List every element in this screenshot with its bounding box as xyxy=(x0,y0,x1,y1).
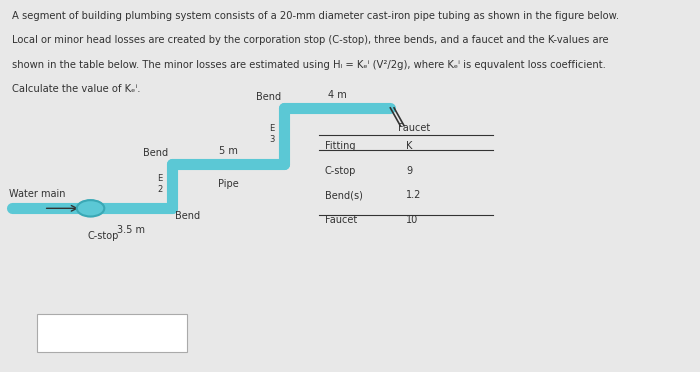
Circle shape xyxy=(77,200,104,217)
Text: Faucet: Faucet xyxy=(325,215,357,225)
Text: C-stop: C-stop xyxy=(325,166,356,176)
Text: Faucet: Faucet xyxy=(398,123,430,133)
Text: 10: 10 xyxy=(406,215,418,225)
Text: Water main: Water main xyxy=(9,189,66,199)
Text: Fitting: Fitting xyxy=(325,141,356,151)
Text: Bend: Bend xyxy=(175,211,200,221)
Text: Pipe: Pipe xyxy=(218,179,238,189)
Text: Bend: Bend xyxy=(144,148,169,158)
Text: K: K xyxy=(406,141,412,151)
Text: 9: 9 xyxy=(406,166,412,176)
Text: 5 m: 5 m xyxy=(218,146,237,156)
Text: 4 m: 4 m xyxy=(328,90,346,100)
Text: Calculate the value of Kₑⁱ.: Calculate the value of Kₑⁱ. xyxy=(13,84,141,94)
Text: E: E xyxy=(157,174,162,183)
Text: 3: 3 xyxy=(270,135,275,144)
Text: Bend: Bend xyxy=(256,92,281,102)
Text: Local or minor head losses are created by the corporation stop (C-stop), three b: Local or minor head losses are created b… xyxy=(13,35,609,45)
Text: A segment of building plumbing system consists of a 20-mm diameter cast-iron pip: A segment of building plumbing system co… xyxy=(13,11,620,21)
Text: 2: 2 xyxy=(157,185,162,194)
Text: 3.5 m: 3.5 m xyxy=(117,225,145,235)
Text: shown in the table below. The minor losses are estimated using Hₗ = Kₑⁱ (V²/2g),: shown in the table below. The minor loss… xyxy=(13,60,606,70)
FancyBboxPatch shape xyxy=(38,314,188,352)
Text: C-stop: C-stop xyxy=(88,231,119,241)
Text: E: E xyxy=(270,124,275,133)
Text: 1.2: 1.2 xyxy=(406,190,421,201)
Text: Bend(s): Bend(s) xyxy=(325,190,363,201)
